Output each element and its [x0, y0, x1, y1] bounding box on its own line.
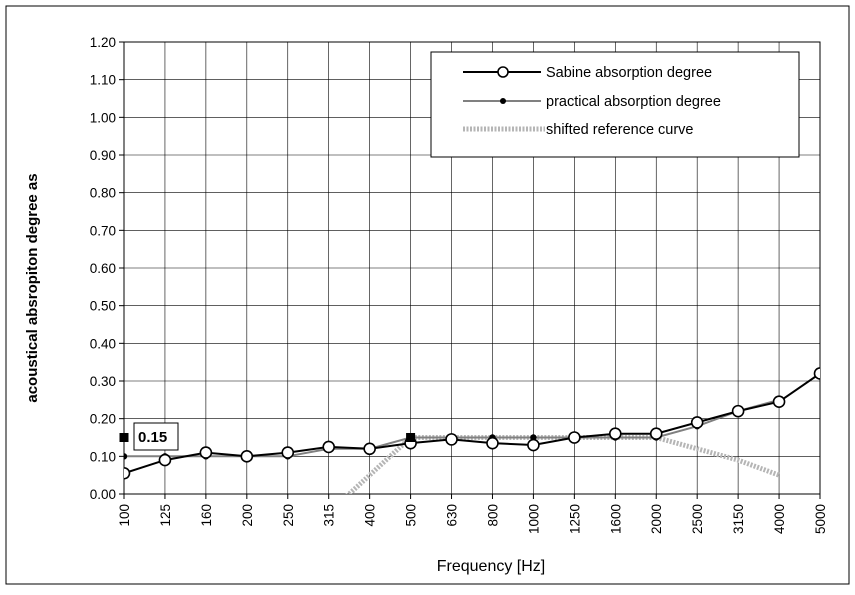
series-line-sabine	[124, 372, 820, 475]
x-tick-label: 2000	[649, 504, 664, 534]
y-tick-label: 0.20	[90, 412, 116, 427]
y-tick-label: 1.00	[90, 110, 116, 125]
x-tick-label: 2500	[690, 504, 705, 534]
highlight-square-marker	[119, 433, 129, 442]
y-tick-label: 0.40	[90, 336, 116, 351]
x-tick-label: 1250	[567, 504, 582, 534]
x-tick-label: 3150	[731, 504, 746, 534]
legend-marker-open-circle	[497, 66, 509, 78]
x-tick-label: 500	[404, 504, 419, 527]
data-point-sabine	[445, 433, 458, 446]
data-point-sabine	[649, 427, 663, 441]
data-point-sabine	[731, 404, 745, 418]
data-point-sabine	[813, 367, 820, 380]
data-point-sabine	[322, 440, 336, 454]
x-axis-label: Frequency [Hz]	[437, 558, 545, 575]
x-tick-label: 800	[485, 504, 500, 527]
y-tick-label: 0.90	[90, 148, 116, 163]
data-point-sabine	[281, 446, 295, 459]
x-tick-label: 100	[117, 504, 132, 527]
x-tick-label: 1000	[526, 504, 541, 534]
y-tick-label: 1.20	[90, 35, 116, 50]
y-tick-label: 0.00	[90, 487, 116, 502]
x-axis-ticks: 100 125 160 200 250 315 400 500 630 800 1000 1250 16…	[117, 494, 828, 534]
legend-label-sabine: Sabine absorption degree	[546, 65, 712, 81]
legend-entry-practical: practical absorption degree	[463, 94, 721, 110]
y-tick-label: 0.70	[90, 223, 116, 238]
data-point-sabine	[124, 466, 131, 480]
x-tick-label: 160	[199, 504, 214, 527]
y-tick-label: 0.50	[90, 299, 116, 314]
callout-box: 0.15	[133, 422, 179, 451]
x-tick-label: 400	[363, 504, 378, 527]
legend-entry-sabine: Sabine absorption degree	[463, 65, 712, 81]
callout-label: 0.15	[138, 429, 167, 446]
x-tick-label: 200	[240, 504, 255, 527]
highlight-markers	[119, 433, 416, 442]
y-tick-label: 0.60	[90, 261, 116, 276]
x-tick-label: 5000	[813, 504, 828, 534]
legend-label-practical: practical absorption degree	[546, 94, 721, 110]
data-point-sabine	[772, 395, 786, 409]
data-point-sabine	[527, 438, 540, 452]
data-point-practical	[124, 453, 128, 460]
x-tick-label: 250	[281, 504, 296, 527]
legend-box	[430, 51, 800, 158]
y-tick-label: 1.10	[90, 73, 116, 88]
y-tick-label: 0.10	[90, 449, 116, 464]
legend-marker-dot	[500, 98, 506, 104]
data-point-sabine	[158, 453, 172, 467]
data-point-sabine	[240, 450, 254, 463]
highlight-square-marker	[406, 433, 416, 442]
data-point-sabine	[486, 436, 499, 450]
y-tick-label: 0.80	[90, 186, 116, 201]
x-tick-label: 315	[322, 504, 337, 527]
series-group	[124, 367, 820, 494]
y-axis-label: acoustical absropiton degree as	[24, 173, 41, 402]
callout-background	[133, 422, 179, 451]
x-tick-label: 4000	[772, 504, 787, 534]
legend-entry-reference: shifted reference curve	[463, 122, 694, 138]
legend: Sabine absorption degree practical absor…	[430, 51, 800, 158]
y-axis-ticks: 0.00 0.10 0.20 0.30 0.40 0.50 0.60 0.70 0.80 0.90…	[90, 35, 124, 502]
y-tick-label: 0.30	[90, 374, 116, 389]
legend-label-reference: shifted reference curve	[546, 122, 694, 138]
data-point-sabine	[199, 446, 213, 459]
data-point-sabine	[363, 442, 376, 456]
data-point-sabine	[568, 431, 581, 444]
data-point-sabine	[690, 416, 704, 429]
x-tick-label: 630	[445, 504, 460, 527]
x-tick-label: 125	[158, 504, 173, 527]
data-point-sabine	[608, 427, 622, 441]
x-tick-label: 1600	[608, 504, 623, 534]
